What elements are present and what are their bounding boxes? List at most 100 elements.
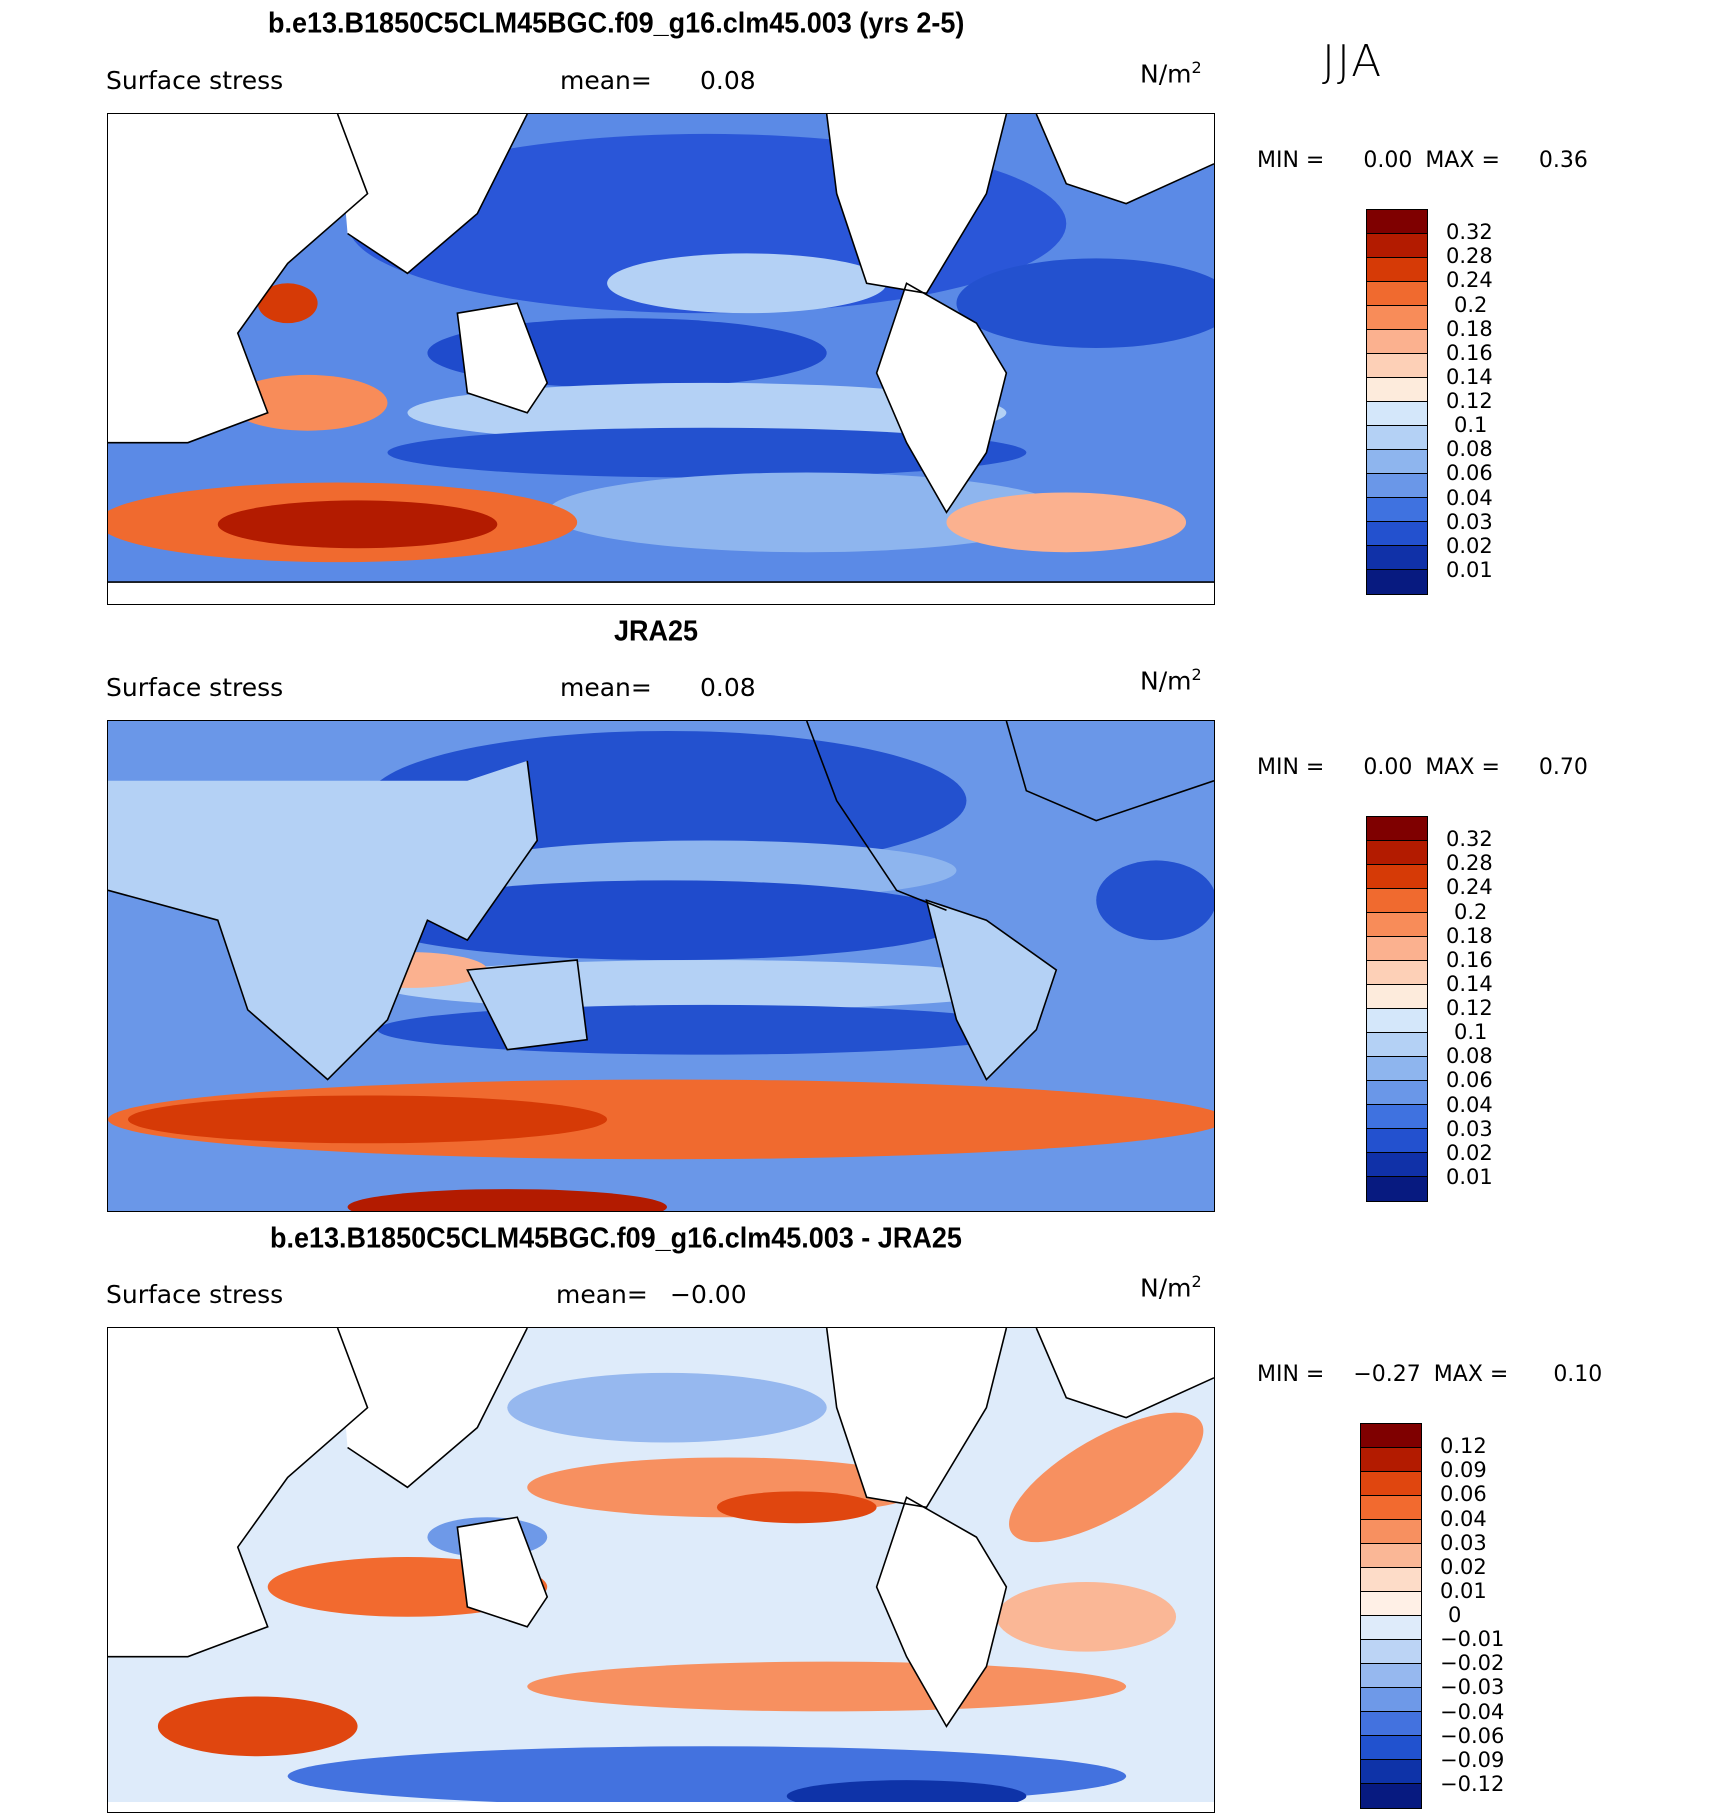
panel-2-minmax: MIN = 0.00 MAX = 0.70	[1257, 755, 1588, 780]
panel-3-map	[107, 1327, 1215, 1813]
units-exponent: 2	[1191, 665, 1202, 684]
colorbar-swatch	[1361, 1544, 1421, 1568]
colorbar-level-label: 0.12	[1446, 996, 1493, 1020]
colorbar-swatch	[1367, 234, 1427, 258]
colorbar-level-label: 0	[1448, 1603, 1462, 1627]
colorbar-swatch	[1367, 1033, 1427, 1057]
min-value: −0.27	[1353, 1362, 1421, 1387]
colorbar-swatch	[1361, 1664, 1421, 1688]
colorbar-swatch	[1361, 1424, 1421, 1448]
colorbar-swatch	[1367, 306, 1427, 330]
colorbar-swatch	[1367, 522, 1427, 546]
colorbar-swatch	[1367, 889, 1427, 913]
colorbar-level-label: 0.06	[1440, 1482, 1487, 1507]
colorbar-swatch	[1361, 1640, 1421, 1664]
colorbar-swatch	[1361, 1472, 1421, 1496]
panel-3-title: b.e13.B1850C5CLM45BGC.f09_g16.clm45.003 …	[270, 1222, 962, 1254]
colorbar-level-label: 0.02	[1440, 1554, 1487, 1579]
colorbar-level-label: 0.12	[1440, 1434, 1487, 1459]
colorbar-level-label: 0.04	[1446, 485, 1493, 510]
panel-1-map	[107, 113, 1215, 605]
colorbar-level-label: 0.09	[1440, 1458, 1487, 1483]
colorbar-swatch	[1367, 210, 1427, 234]
colorbar-swatch	[1367, 474, 1427, 498]
panel-1-colorbar-labels: 0.32 0.28 0.24 0.2 0.18 0.16 0.14 0.12 0.1 0.08 0.…	[1446, 209, 1526, 595]
colorbar-swatch	[1367, 841, 1427, 865]
colorbar-swatch	[1367, 570, 1427, 594]
colorbar-swatch	[1361, 1712, 1421, 1736]
colorbar-swatch	[1361, 1592, 1421, 1616]
panel-2-field	[108, 721, 1214, 1211]
colorbar-level-label: 0.16	[1446, 340, 1493, 365]
colorbar-level-label: 0.06	[1446, 1068, 1493, 1093]
colorbar-level-label: 0.32	[1446, 220, 1493, 245]
panel-2-colorbar-labels: 0.32 0.28 0.24 0.2 0.18 0.16 0.14 0.12 0.1 0.08 0.…	[1446, 816, 1526, 1202]
colorbar-level-label: 0.14	[1446, 364, 1493, 389]
colorbar-level-label: −0.02	[1440, 1651, 1505, 1676]
colorbar-swatch	[1361, 1448, 1421, 1472]
units-exponent: 2	[1191, 1272, 1202, 1291]
max-value: 0.36	[1538, 148, 1588, 173]
panel-3-units: N/m2	[1140, 1272, 1202, 1302]
colorbar-swatch	[1367, 1153, 1427, 1177]
panel-3-variable: Surface stress	[106, 1280, 284, 1309]
colorbar-level-label: 0.28	[1446, 851, 1493, 876]
colorbar-level-label: −0.06	[1440, 1723, 1505, 1748]
units-base: N/m	[1140, 666, 1192, 696]
colorbar-swatch	[1367, 865, 1427, 889]
min-value: 0.00	[1363, 148, 1413, 173]
colorbar-swatch	[1367, 258, 1427, 282]
colorbar-level-label: 0.08	[1446, 437, 1493, 462]
colorbar-swatch	[1361, 1760, 1421, 1784]
units-base: N/m	[1140, 59, 1192, 89]
colorbar-swatch	[1361, 1520, 1421, 1544]
colorbar-level-label: 0.16	[1446, 947, 1493, 972]
units-base: N/m	[1140, 1273, 1192, 1303]
panel-3-field	[108, 1328, 1214, 1812]
panel-1-title: b.e13.B1850C5CLM45BGC.f09_g16.clm45.003 …	[268, 7, 965, 39]
colorbar-level-label: 0.24	[1446, 875, 1493, 900]
colorbar-level-label: 0.03	[1446, 1116, 1493, 1141]
panel-2-mean-value: 0.08	[700, 673, 756, 702]
colorbar-swatch	[1367, 817, 1427, 841]
colorbar-swatch	[1367, 937, 1427, 961]
colorbar-swatch	[1367, 1105, 1427, 1129]
panel-3-colorbar	[1360, 1423, 1422, 1809]
colorbar-level-label: 0.08	[1446, 1044, 1493, 1069]
colorbar-level-label: 0.04	[1440, 1506, 1487, 1531]
panel-1-mean-value: 0.08	[700, 66, 756, 95]
units-exponent: 2	[1191, 58, 1202, 77]
panel-1-units: N/m2	[1140, 58, 1202, 88]
colorbar-level-label: −0.09	[1440, 1747, 1505, 1772]
colorbar-level-label: 0.18	[1446, 316, 1493, 341]
colorbar-level-label: −0.01	[1440, 1627, 1505, 1652]
min-value: 0.00	[1363, 755, 1413, 780]
panel-1-colorbar	[1366, 209, 1428, 595]
colorbar-swatch	[1367, 378, 1427, 402]
colorbar-level-label: 0.03	[1446, 509, 1493, 534]
panel-1-variable: Surface stress	[106, 66, 284, 95]
colorbar-level-label: 0.02	[1446, 533, 1493, 558]
colorbar-level-label: 0.28	[1446, 244, 1493, 269]
colorbar-swatch	[1361, 1616, 1421, 1640]
colorbar-level-label: 0.02	[1446, 1140, 1493, 1165]
colorbar-swatch	[1367, 282, 1427, 306]
colorbar-level-label: 0.1	[1454, 1020, 1488, 1045]
colorbar-swatch	[1361, 1784, 1421, 1808]
colorbar-level-label: 0.12	[1446, 389, 1493, 413]
panel-1-field	[108, 114, 1214, 604]
panel-2-variable: Surface stress	[106, 673, 284, 702]
min-label: MIN =	[1257, 148, 1325, 173]
colorbar-level-label: 0.03	[1440, 1530, 1487, 1555]
max-value: 0.70	[1538, 755, 1588, 780]
colorbar-swatch	[1367, 546, 1427, 570]
panel-3-mean-label: mean=	[556, 1280, 648, 1309]
colorbar-swatch	[1367, 961, 1427, 985]
colorbar-swatch	[1367, 330, 1427, 354]
colorbar-level-label: 0.01	[1446, 1164, 1493, 1189]
colorbar-swatch	[1367, 913, 1427, 937]
colorbar-level-label: 0.32	[1446, 827, 1493, 852]
colorbar-level-label: 0.06	[1446, 461, 1493, 486]
colorbar-level-label: 0.14	[1446, 971, 1493, 996]
colorbar-swatch	[1367, 402, 1427, 426]
